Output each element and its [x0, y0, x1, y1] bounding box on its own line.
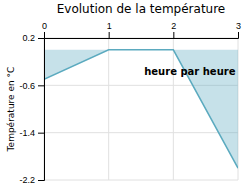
x-axis-tick-mark [109, 32, 110, 38]
grid-line-y [44, 132, 238, 133]
grid-line-y [44, 180, 238, 181]
y-axis-tick: -2.2 [19, 175, 44, 185]
chart: 0 1 2 3 0.2 -0.6 -1.4 -2.2 heure par heure Evolut… [0, 0, 250, 188]
y-axis-tick-mark [38, 85, 44, 86]
x-axis-tick-mark [173, 32, 174, 38]
title: Evolution de la température [57, 2, 226, 16]
x-axis-tick-label: 2 [171, 21, 176, 31]
x-axis-tick: 3 [236, 21, 241, 38]
y-axis: 0.2 -0.6 -1.4 -2.2 [19, 33, 44, 185]
y-axis-tick: 0.2 [22, 33, 44, 43]
x-axis-tick-label: 3 [236, 21, 241, 31]
grid [44, 38, 238, 180]
x-axis-tick-mark [238, 32, 239, 38]
grid-line-x [108, 38, 109, 180]
x-axis-tick: 1 [107, 21, 112, 38]
annotation: heure par heure [144, 66, 235, 77]
y-axis-domain [38, 39, 45, 181]
y-axis-title: Température en °C [6, 67, 16, 153]
x-axis-tick-mark [44, 32, 45, 38]
x-axis-tick: 2 [171, 21, 176, 38]
grid-line-x [173, 38, 174, 180]
x-axis-domain [45, 32, 239, 39]
y-axis-tick-label: -0.6 [19, 81, 35, 91]
x-axis-tick-label: 1 [107, 21, 112, 31]
y-axis-tick: -0.6 [19, 81, 44, 91]
x-axis-tick: 0 [42, 21, 47, 38]
y-axis-tick-mark [38, 38, 44, 39]
y-axis-tick-mark [38, 133, 44, 134]
marks [44, 50, 238, 168]
y-axis-tick-label: -2.2 [19, 175, 35, 185]
y-axis-tick-label: -1.4 [19, 128, 35, 138]
x-axis-tick-label: 0 [42, 21, 47, 31]
y-axis-tick-label: 0.2 [22, 33, 35, 43]
y-axis-tick: -1.4 [19, 128, 44, 138]
y-axis-tick-mark [38, 180, 44, 181]
x-axis: 0 1 2 3 [42, 21, 241, 39]
area [44, 50, 238, 168]
plot: 0 1 2 3 0.2 -0.6 -1.4 -2.2 heure par heure [19, 21, 241, 185]
line [44, 50, 238, 168]
